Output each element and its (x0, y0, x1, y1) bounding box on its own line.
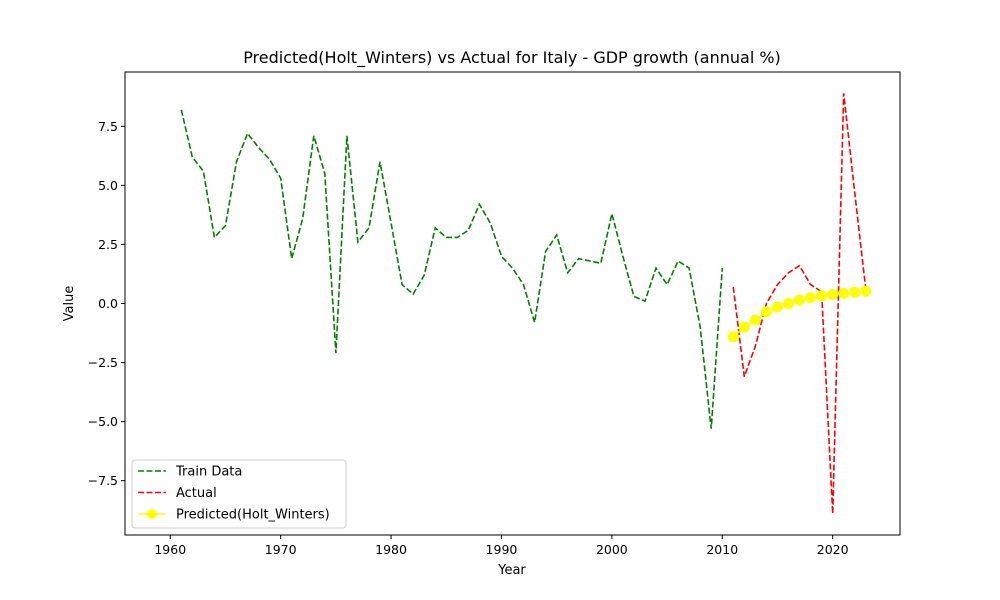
legend-label: Predicted(Holt_Winters) (176, 508, 330, 523)
series-point (749, 314, 761, 326)
y-tick-label: 2.5 (98, 237, 118, 252)
y-tick-label: −5.0 (88, 414, 118, 429)
y-tick-label: 0.0 (98, 296, 118, 311)
x-tick-label: 1980 (375, 542, 407, 557)
x-axis-ticks: 1960 1970 1980 1990 2000 2010 2020 (154, 535, 849, 557)
x-tick-label: 2020 (817, 542, 849, 557)
x-tick-label: 1960 (154, 542, 186, 557)
x-axis-label: Year (497, 563, 526, 578)
series-point (805, 292, 817, 304)
series-point (860, 285, 872, 297)
series-point (727, 331, 739, 343)
y-tick-label: −7.5 (88, 473, 118, 488)
y-tick-label: −2.5 (88, 355, 118, 370)
y-axis-label: Value (62, 286, 77, 322)
legend-label: Actual (176, 486, 217, 501)
legend-marker (147, 509, 157, 519)
legend-label: Train Data (175, 465, 242, 480)
series-point (782, 298, 794, 309)
x-tick-label: 1990 (486, 542, 518, 557)
x-tick-label: 2010 (706, 542, 738, 557)
series-point (827, 289, 839, 301)
y-tick-label: 5.0 (98, 178, 118, 193)
plot-series (180, 93, 872, 514)
series-point (794, 294, 806, 306)
x-tick-label: 1970 (265, 542, 297, 557)
legend-box (131, 459, 347, 529)
series-line-train-data (180, 109, 724, 429)
y-axis-ticks: −7.5 −5.0 −2.5 0.0 2.5 5.0 7.5 (88, 119, 125, 488)
series-point (849, 286, 861, 298)
chart-title: Predicted(Holt_Winters) vs Actual for It… (243, 48, 781, 68)
legend: Train Data Actual Predicted(Holt_Winters) (131, 459, 347, 529)
series-point (838, 287, 850, 299)
series-point (771, 301, 783, 313)
series-point (760, 306, 772, 318)
series-point (816, 290, 828, 302)
series-point (738, 321, 750, 333)
y-tick-label: 7.5 (98, 119, 118, 134)
series-line-actual (732, 93, 867, 514)
x-tick-label: 2000 (596, 542, 628, 557)
